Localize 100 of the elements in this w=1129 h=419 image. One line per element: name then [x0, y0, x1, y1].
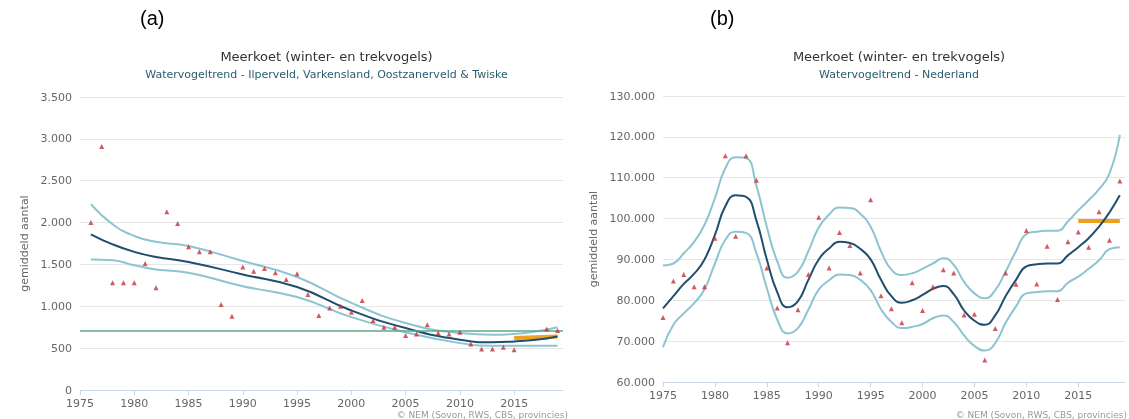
point: [218, 302, 224, 308]
point: [413, 331, 419, 337]
point: [403, 333, 409, 339]
y-tick-label: 70.000: [616, 334, 655, 348]
text: (b): [710, 7, 735, 29]
x-tick-label: 2005: [960, 389, 989, 402]
x-tick-label: 1995: [283, 397, 312, 410]
text: © NEM (Sovon, RWS, CBS, provincies): [955, 409, 1128, 419]
x-tick-label: 1990: [804, 389, 833, 402]
point: [110, 280, 116, 286]
x-tick-label: 1990: [228, 397, 257, 410]
point: [702, 284, 708, 290]
y-tick-label: 1.000: [40, 299, 72, 313]
point: [99, 143, 105, 149]
y-tick-label: 1.500: [40, 257, 72, 271]
y-tick-label: 3.500: [40, 90, 72, 104]
x-tick-label: 2015: [500, 397, 529, 410]
point: [500, 344, 506, 350]
point: [1106, 237, 1112, 243]
point: [920, 308, 926, 313]
point: [816, 214, 822, 220]
point: [1013, 281, 1019, 287]
point: [392, 324, 398, 330]
x-tick-label: 2010: [445, 397, 474, 410]
y-tick-label: 500: [51, 341, 72, 355]
x-tick-label: 2000: [337, 397, 366, 410]
x-tick-label: 2015: [1064, 389, 1093, 402]
point: [446, 331, 452, 337]
chart-title: Meerkoet (winter- en trekvogels): [220, 49, 433, 64]
point: [930, 284, 936, 290]
point: [435, 330, 441, 336]
x-tick-label: 1985: [174, 397, 203, 410]
y-tick-label: 120.000: [609, 130, 655, 144]
y-tick-label: 2.500: [40, 174, 72, 188]
point: [457, 329, 463, 335]
point: [795, 307, 801, 313]
point: [229, 313, 235, 319]
y-axis-title: gemiddeld aantal: [586, 190, 600, 288]
point: [743, 153, 749, 159]
y-tick-label: 130.000: [609, 89, 655, 103]
point: [847, 243, 853, 249]
point: [555, 328, 561, 334]
point: [359, 297, 365, 303]
point: [992, 325, 998, 331]
chart-title: Meerkoet (winter- en trekvogels): [792, 49, 1006, 64]
point: [660, 314, 666, 320]
point: [381, 324, 387, 330]
line-series: [662, 230, 1121, 352]
x-tick-label: 1975: [66, 397, 94, 410]
point: [1023, 227, 1029, 233]
point: [805, 272, 811, 278]
y-tick-label: 80.000: [616, 293, 655, 307]
point: [337, 303, 343, 309]
point: [826, 265, 832, 271]
y-tick-label: 60.000: [616, 375, 655, 389]
point: [153, 285, 159, 291]
point: [186, 244, 192, 250]
point: [88, 220, 94, 226]
point: [142, 261, 148, 267]
point: [294, 271, 300, 277]
text: (a): [140, 7, 165, 29]
x-tick-label: 2000: [908, 389, 937, 402]
chart-subtitle: Watervogeltrend - Ilperveld, Varkensland, Oostzanerveld & Twiske: [145, 68, 508, 81]
point: [733, 233, 739, 239]
y-axis-title: gemiddeld aantal: [17, 195, 31, 292]
x-tick-label: 2005: [391, 397, 420, 410]
line-series: [662, 133, 1121, 300]
x-tick-label: 2010: [1012, 389, 1041, 402]
point: [1044, 243, 1050, 249]
point: [878, 293, 884, 299]
line-series: [89, 233, 559, 344]
chart-subtitle: Watervogeltrend - Nederland: [819, 68, 979, 81]
point: [251, 268, 257, 274]
x-tick-label: 1985: [752, 389, 781, 402]
point: [1086, 244, 1092, 250]
point: [175, 220, 181, 226]
point: [1055, 296, 1061, 302]
point: [370, 318, 376, 324]
point: [1075, 229, 1081, 235]
y-tick-label: 110.000: [609, 171, 655, 185]
point: [670, 278, 676, 284]
point: [753, 177, 759, 183]
x-tick-label: 1980: [700, 389, 729, 402]
point: [316, 312, 322, 318]
line-series: [662, 194, 1121, 326]
y-tick-label: 2.000: [40, 216, 72, 230]
y-tick-label: 90.000: [616, 252, 655, 266]
point: [348, 309, 354, 315]
line-series: [89, 203, 559, 336]
point: [1096, 209, 1102, 215]
point: [305, 292, 311, 298]
x-tick-label: 1995: [856, 389, 885, 402]
point: [764, 265, 770, 271]
y-tick-label: 0: [65, 383, 72, 397]
y-tick-label: 3.000: [40, 132, 72, 146]
point: [774, 305, 780, 311]
point: [971, 311, 977, 317]
x-tick-label: 1975: [649, 389, 677, 402]
point: [262, 266, 268, 272]
point: [712, 235, 718, 241]
